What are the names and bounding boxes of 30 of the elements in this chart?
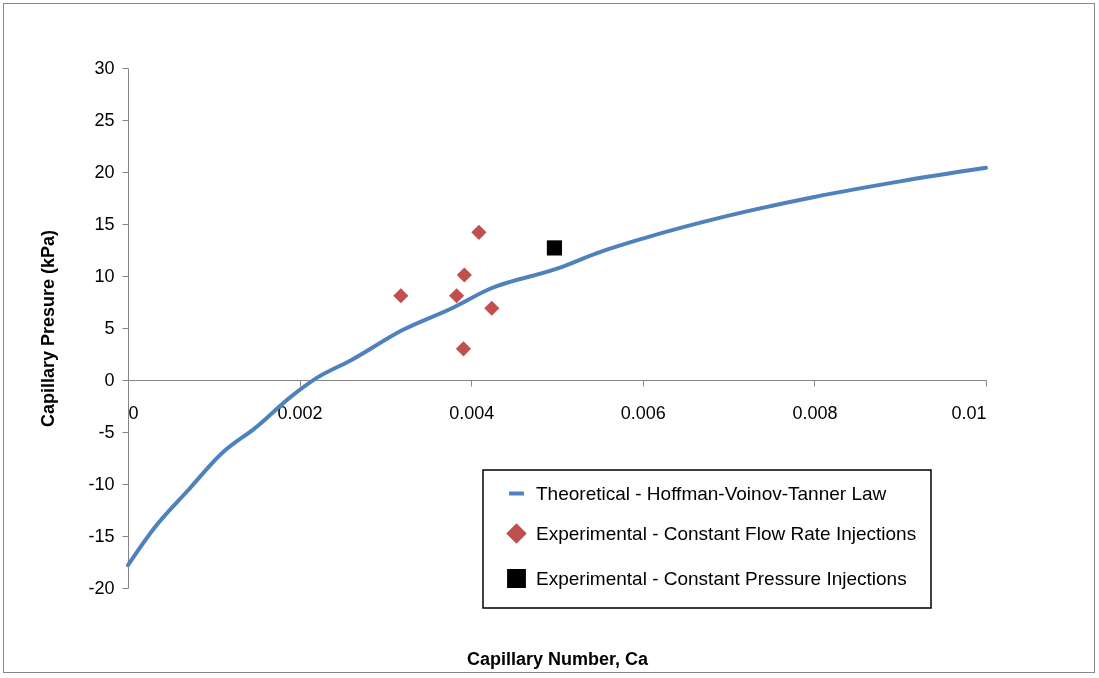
point bbox=[471, 224, 487, 240]
point bbox=[455, 341, 472, 357]
y-tick-label: 5 bbox=[104, 317, 115, 338]
x-tick-label: 0.006 bbox=[620, 402, 666, 423]
x-tick-label: 0 bbox=[128, 402, 139, 423]
y-tick-label: -5 bbox=[98, 421, 115, 442]
point bbox=[449, 288, 465, 304]
y-axis-title: Capillary Presure (kPa) bbox=[38, 229, 59, 428]
y-tick-label: 0 bbox=[104, 369, 115, 390]
point bbox=[393, 288, 409, 304]
x-tick-label: 0.01 bbox=[951, 402, 987, 423]
y-tick-label: -20 bbox=[88, 577, 115, 598]
y-tick-label: 30 bbox=[94, 57, 115, 78]
point bbox=[456, 267, 472, 283]
x-tick-label: 0.004 bbox=[449, 402, 495, 423]
line-series bbox=[126, 165, 988, 568]
y-tick-label: 10 bbox=[94, 265, 115, 286]
x-axis-title: Capillary Number, Ca bbox=[466, 648, 650, 669]
y-tick-label: 15 bbox=[94, 213, 115, 234]
legend-label: Theoretical - Hoffman-Voinov-Tanner Law bbox=[536, 482, 887, 504]
y-tick-label: 20 bbox=[94, 161, 115, 182]
x-tick-label: 0.008 bbox=[792, 402, 838, 423]
x-tick-label: 0.002 bbox=[277, 402, 323, 423]
y-tick-label: -15 bbox=[88, 525, 115, 546]
point bbox=[484, 300, 500, 316]
y-tick-label: -10 bbox=[88, 473, 115, 494]
y-tick-label: 25 bbox=[94, 109, 115, 130]
point bbox=[546, 240, 563, 256]
legend-label: Experimental - Constant Pressure Injections bbox=[536, 567, 907, 589]
legend-label: Experimental - Constant Flow Rate Injections bbox=[536, 522, 917, 544]
